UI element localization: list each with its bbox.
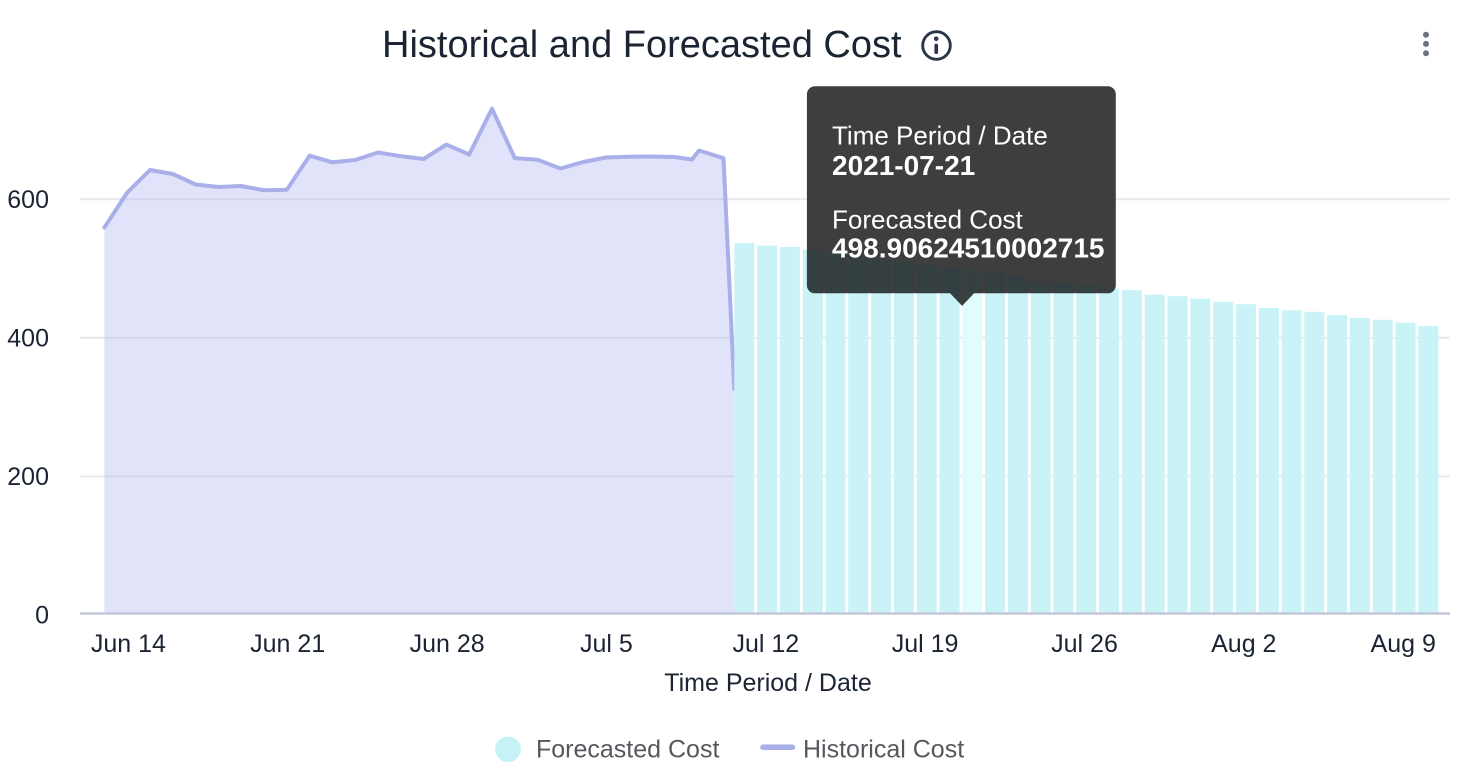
svg-text:Jul 26: Jul 26 — [1051, 630, 1118, 658]
svg-text:2021-07-21: 2021-07-21 — [832, 150, 975, 181]
svg-text:Jul 19: Jul 19 — [892, 630, 959, 658]
svg-text:0: 0 — [35, 602, 49, 630]
svg-text:Jul 12: Jul 12 — [732, 630, 799, 658]
svg-text:Historical Cost: Historical Cost — [803, 736, 964, 764]
svg-text:Forecasted Cost: Forecasted Cost — [832, 204, 1024, 234]
svg-text:Aug 2: Aug 2 — [1211, 630, 1276, 658]
svg-text:Historical and Forecasted Cost: Historical and Forecasted Cost — [382, 24, 902, 66]
svg-text:Jul 5: Jul 5 — [580, 630, 633, 658]
svg-text:Time Period / Date: Time Period / Date — [664, 669, 871, 697]
svg-text:Aug 9: Aug 9 — [1371, 630, 1436, 658]
svg-text:400: 400 — [7, 325, 49, 353]
svg-text:200: 200 — [7, 463, 49, 491]
svg-text:Jun 21: Jun 21 — [250, 630, 325, 658]
svg-text:Jun 14: Jun 14 — [91, 630, 166, 658]
svg-text:600: 600 — [7, 186, 49, 214]
svg-text:498.90624510002715: 498.90624510002715 — [832, 233, 1105, 264]
svg-text:Time Period / Date: Time Period / Date — [832, 121, 1048, 151]
svg-text:Forecasted Cost: Forecasted Cost — [536, 736, 719, 764]
svg-text:Jun 28: Jun 28 — [410, 630, 485, 658]
